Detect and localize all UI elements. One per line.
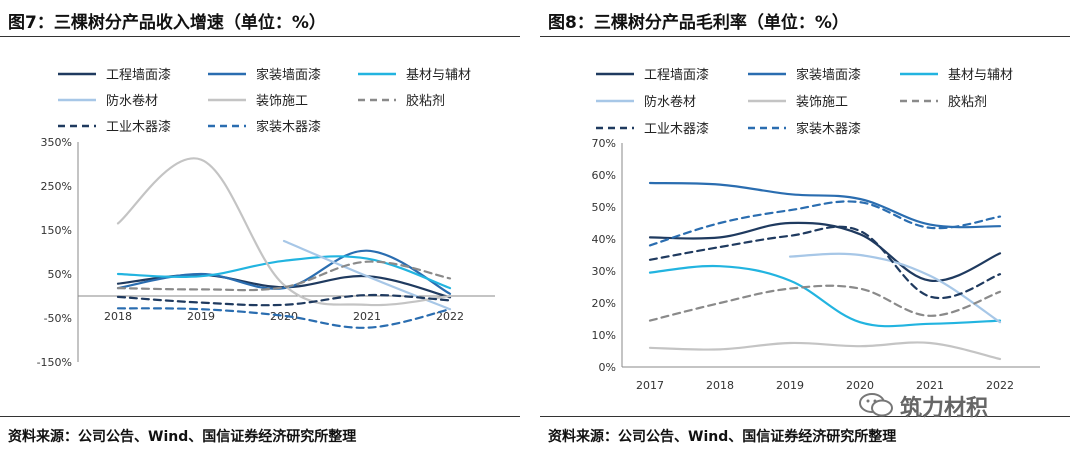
legend-label: 工业木器漆 [644, 121, 709, 137]
y-tick-label: 30% [592, 265, 616, 278]
series-line [282, 239, 452, 311]
legend-label: 工程墙面漆 [106, 67, 171, 83]
title-rule [540, 36, 1070, 37]
legend-item: 家装墙面漆 [748, 67, 861, 83]
legend-item: 防水卷材 [596, 94, 696, 110]
series-line [648, 225, 1002, 300]
y-tick-label: 250% [41, 180, 72, 193]
legend-item: 家装墙面漆 [208, 67, 321, 83]
series-line [648, 181, 1002, 229]
y-tick-label: 350% [41, 136, 72, 149]
series-line [116, 260, 452, 292]
x-tick-label: 2019 [776, 379, 804, 392]
legend-label: 家装木器漆 [256, 119, 321, 135]
watermark: 筑力材积 [900, 396, 989, 421]
series-line [116, 255, 452, 290]
y-tick-label: 10% [592, 329, 616, 342]
y-tick-label: 20% [592, 297, 616, 310]
legend-item: 工程墙面漆 [596, 67, 709, 83]
x-tick-label: 2017 [636, 379, 664, 392]
legend-item: 基材与辅材 [900, 68, 1013, 83]
legend-item: 胶粘剂 [358, 93, 445, 109]
series-line [648, 341, 1002, 361]
y-tick-label: -50% [44, 312, 72, 325]
x-tick-label: 2019 [187, 310, 215, 323]
legend-label: 基材与辅材 [406, 68, 471, 83]
y-tick-label: 150% [41, 224, 72, 237]
series-line [116, 293, 452, 307]
legend-label: 防水卷材 [644, 94, 696, 110]
source-note: 资料来源：公司公告、Wind、国信证券经济研究所整理 [8, 429, 357, 445]
legend-item: 基材与辅材 [358, 68, 471, 83]
x-tick-label: 2020 [846, 379, 874, 392]
x-tick-label: 2020 [270, 310, 298, 323]
y-tick-label: 0% [599, 361, 616, 374]
wechat-icon [859, 393, 893, 417]
legend-label: 防水卷材 [106, 93, 158, 109]
source-note: 资料来源：公司公告、Wind、国信证券经济研究所整理 [548, 429, 897, 445]
y-tick-label: 40% [592, 233, 616, 246]
series-line [116, 157, 452, 307]
legend-label: 基材与辅材 [948, 68, 1013, 83]
series-line [116, 307, 452, 329]
y-tick-label: 70% [592, 137, 616, 150]
legend-label: 装饰施工 [256, 94, 308, 109]
legend-item: 工业木器漆 [58, 119, 171, 135]
legend-label: 工程墙面漆 [644, 67, 709, 83]
legend-label: 家装木器漆 [796, 121, 861, 137]
legend-item: 家装木器漆 [748, 121, 861, 137]
x-tick-label: 2022 [986, 379, 1014, 392]
y-tick-label: 50% [48, 268, 72, 281]
x-tick-label: 2022 [436, 310, 464, 323]
legend-label: 家装墙面漆 [796, 67, 861, 83]
series-line [648, 221, 1002, 282]
x-tick-label: 2018 [706, 379, 734, 392]
series-line [648, 200, 1002, 247]
series-line [788, 252, 1002, 324]
y-tick-label: -150% [37, 356, 72, 369]
legend-label: 胶粘剂 [406, 93, 445, 109]
source-rule [0, 416, 520, 417]
legend-item: 胶粘剂 [900, 94, 987, 110]
legend-label: 工业木器漆 [106, 119, 171, 135]
legend-label: 装饰施工 [796, 95, 848, 110]
title-rule [0, 36, 520, 37]
legend-item: 装饰施工 [748, 95, 848, 110]
legend-label: 家装墙面漆 [256, 67, 321, 83]
x-tick-label: 2018 [104, 310, 132, 323]
chart-title: 图8：三棵树分产品毛利率（单位：%） [548, 13, 849, 33]
series-line [648, 264, 1002, 328]
legend-item: 工程墙面漆 [58, 67, 171, 83]
gross-margin-panel: 图8：三棵树分产品毛利率（单位：%） 工程墙面漆 家装墙面漆 基材与辅材防水卷材 装饰… [540, 0, 1080, 455]
chart-title: 图7：三棵树分产品收入增速（单位：%） [8, 13, 326, 33]
series-line [116, 249, 452, 295]
legend-item: 装饰施工 [208, 94, 308, 109]
source-rule [540, 416, 1070, 417]
revenue-growth-panel: 图7：三棵树分产品收入增速（单位：%） 工程墙面漆 家装墙面漆 基材与辅材防水卷材 装… [0, 0, 530, 455]
legend-item: 家装木器漆 [208, 119, 321, 135]
x-tick-label: 2021 [916, 379, 944, 392]
y-tick-label: 50% [592, 201, 616, 214]
x-tick-label: 2021 [353, 310, 381, 323]
legend-item: 工业木器漆 [596, 121, 709, 137]
y-tick-label: 60% [592, 169, 616, 182]
series-line [648, 284, 1002, 322]
legend-item: 防水卷材 [58, 93, 158, 109]
legend-label: 胶粘剂 [948, 94, 987, 110]
